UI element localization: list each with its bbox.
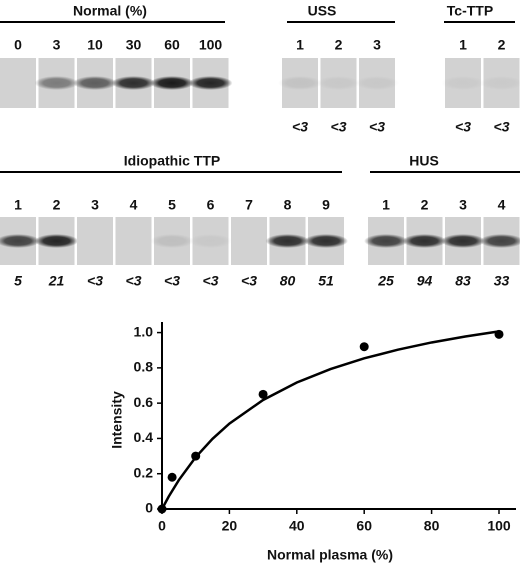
lane-value: 5 — [14, 273, 22, 289]
band — [364, 234, 408, 248]
band — [316, 76, 361, 90]
band — [0, 234, 40, 248]
lane — [0, 58, 36, 108]
lane-label: 4 — [498, 197, 506, 213]
point — [191, 451, 201, 461]
lane-label: 1 — [296, 37, 304, 53]
lane-value: <3 — [126, 273, 142, 289]
y-tick-label: 0 — [145, 500, 153, 516]
lane-value: 51 — [318, 273, 334, 289]
x-tick-label: 100 — [487, 518, 511, 534]
lane-label: 3 — [459, 197, 467, 213]
lane-label: 9 — [322, 197, 330, 213]
lane-value: 21 — [48, 273, 65, 289]
lane-label: 100 — [199, 37, 223, 53]
band — [402, 234, 447, 248]
lane-label: 2 — [53, 197, 61, 213]
point — [258, 389, 268, 399]
lane-label: 60 — [164, 37, 180, 53]
lane-label: 1 — [382, 197, 390, 213]
lane — [77, 217, 113, 265]
band — [73, 76, 117, 90]
lane-label: 2 — [498, 37, 506, 53]
lane-label: 1 — [459, 37, 467, 53]
y-tick-label: 0.2 — [134, 464, 154, 480]
group-title: USS — [308, 3, 337, 19]
lane-label: 2 — [421, 197, 429, 213]
x-tick-label: 40 — [289, 518, 305, 534]
band — [34, 234, 79, 248]
band — [150, 234, 194, 248]
y-axis-label: Intensity — [109, 391, 125, 449]
lane-label: 3 — [91, 197, 99, 213]
band — [355, 76, 399, 90]
lane-value: <3 — [331, 119, 347, 135]
point — [157, 504, 167, 514]
lane-value: <3 — [369, 119, 385, 135]
band — [188, 234, 233, 248]
lane-label: 3 — [373, 37, 381, 53]
band — [34, 76, 79, 90]
lane-label: 10 — [87, 37, 103, 53]
lane-value: 33 — [494, 273, 510, 289]
lane-value: <3 — [241, 273, 257, 289]
band — [188, 76, 233, 90]
x-tick-label: 80 — [424, 518, 440, 534]
lane-value: 83 — [455, 273, 471, 289]
band — [265, 234, 310, 248]
fit-curve — [160, 330, 500, 510]
band — [304, 234, 348, 248]
lane-value: <3 — [494, 119, 510, 135]
band — [278, 76, 322, 90]
lane-label: 3 — [53, 37, 61, 53]
lane-value: 94 — [417, 273, 433, 289]
band — [111, 76, 156, 90]
lane — [115, 217, 152, 265]
lane-label: 1 — [14, 197, 22, 213]
lane-label: 7 — [245, 197, 253, 213]
x-axis-label: Normal plasma (%) — [267, 547, 393, 563]
lane-label: 30 — [126, 37, 142, 53]
lane-label: 6 — [207, 197, 215, 213]
group-title: HUS — [409, 153, 439, 169]
y-tick-label: 0.4 — [134, 429, 154, 445]
lane-value: 25 — [377, 273, 394, 289]
lane-label: 8 — [284, 197, 292, 213]
y-tick-label: 0.8 — [134, 359, 154, 375]
lane-value: <3 — [455, 119, 471, 135]
lane-label: 5 — [168, 197, 176, 213]
point — [167, 472, 177, 482]
lane-label: 2 — [335, 37, 343, 53]
x-tick-label: 60 — [356, 518, 372, 534]
x-tick-label: 20 — [222, 518, 238, 534]
group-title: Tc-TTP — [447, 3, 493, 19]
lane — [231, 217, 267, 265]
y-tick-label: 0.6 — [134, 394, 154, 410]
band — [479, 234, 520, 248]
lane-value: <3 — [164, 273, 180, 289]
lane-label: 4 — [130, 197, 138, 213]
point — [359, 342, 369, 352]
band — [150, 76, 194, 90]
group-title: Normal (%) — [73, 3, 147, 19]
lane-value: <3 — [87, 273, 103, 289]
band — [441, 76, 485, 90]
lane-value: <3 — [292, 119, 308, 135]
lane-value: 80 — [280, 273, 296, 289]
lane-value: <3 — [203, 273, 219, 289]
y-tick-label: 1.0 — [134, 323, 154, 339]
band — [479, 76, 520, 90]
lane-label: 0 — [14, 37, 22, 53]
point — [494, 329, 504, 339]
x-tick-label: 0 — [158, 518, 166, 534]
band — [441, 234, 485, 248]
group-title: Idiopathic TTP — [124, 153, 220, 169]
